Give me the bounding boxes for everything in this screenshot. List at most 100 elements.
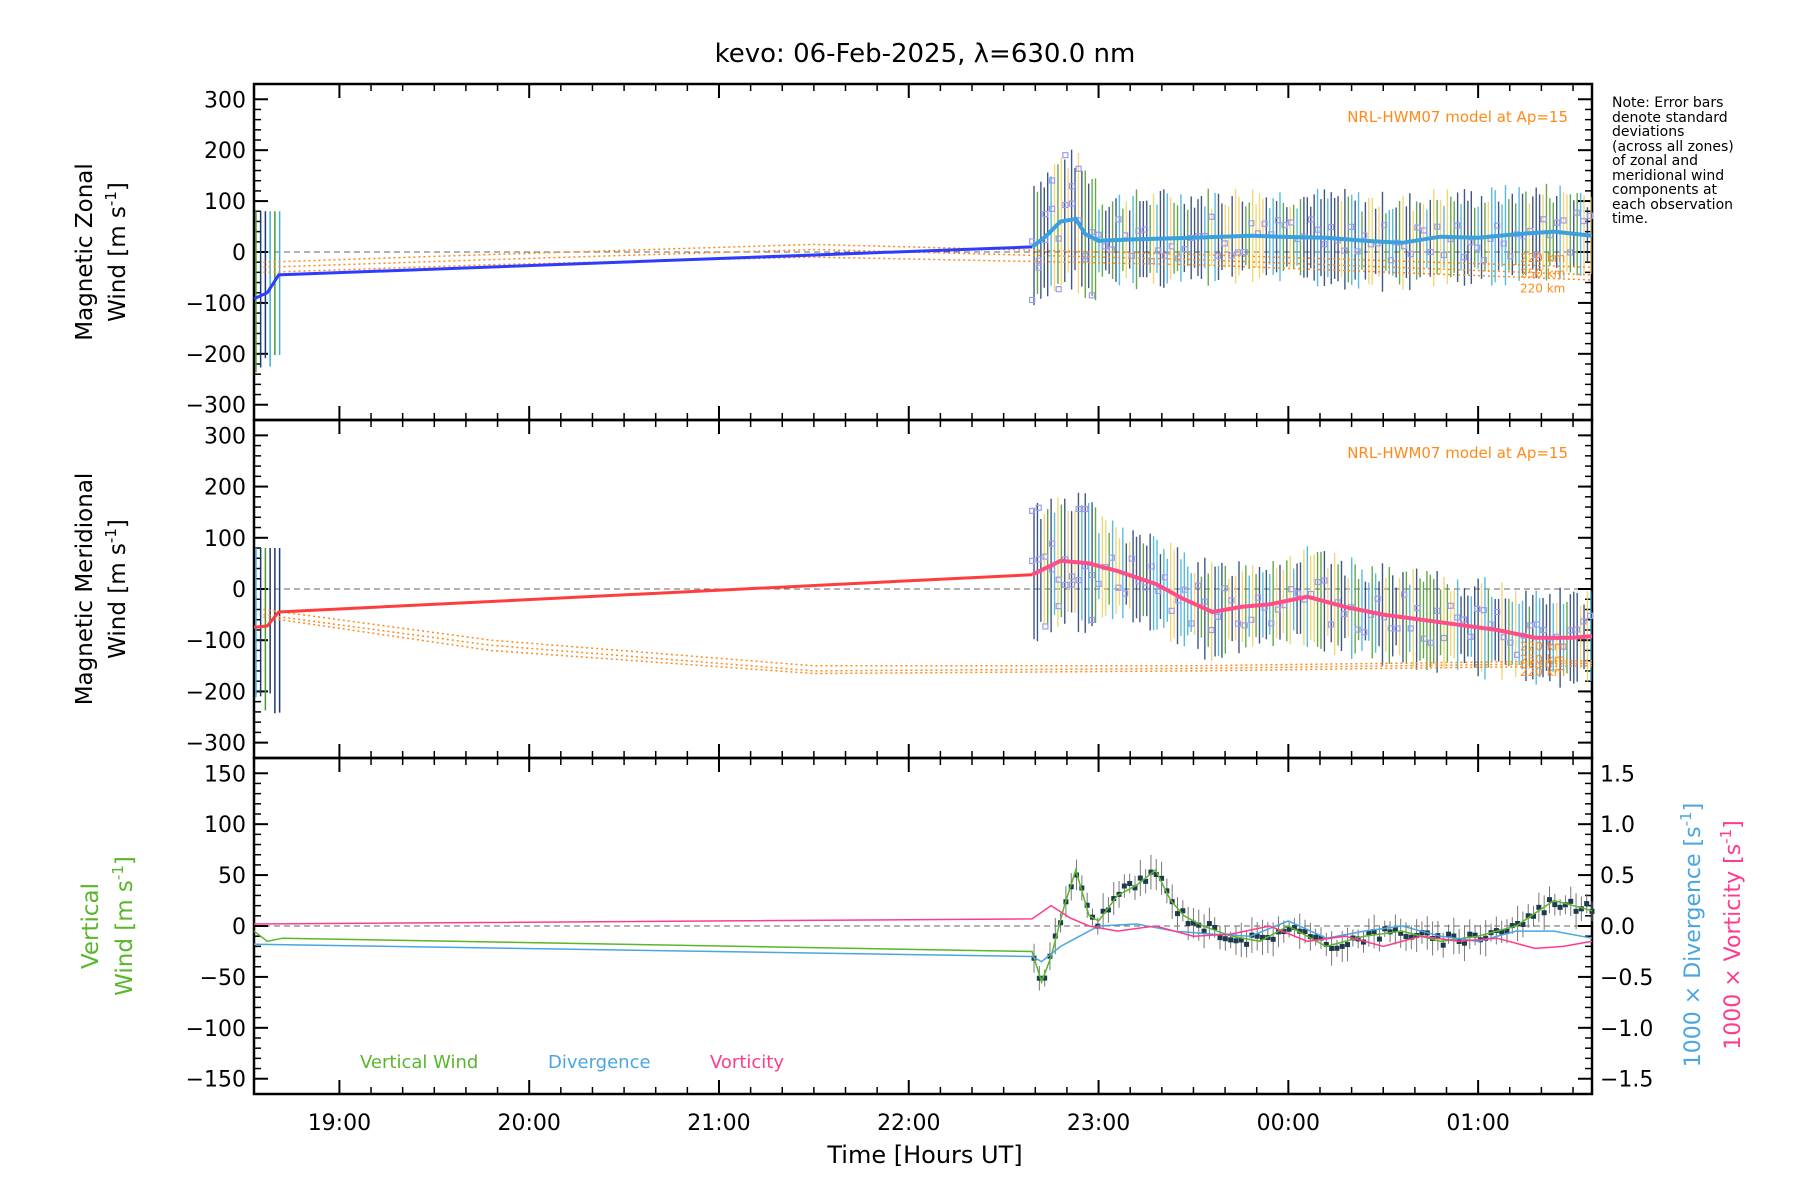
zone-scatter-point	[1288, 219, 1295, 226]
vertical-wind-point	[1164, 888, 1170, 894]
zone-scatter-point	[1560, 217, 1567, 224]
x-tick-label: 20:00	[497, 1111, 560, 1136]
zone-scatter-point	[1341, 610, 1348, 618]
vertical-wind-point	[1217, 935, 1223, 941]
zone-scatter-point	[1228, 597, 1235, 604]
model-curve	[263, 248, 1593, 276]
y-axis-label-line1: Magnetic Zonal	[72, 163, 98, 341]
zone-scatter-point	[1494, 608, 1501, 616]
altitude-label: 220 km	[1520, 251, 1565, 265]
zone-scatter-point	[1161, 574, 1169, 581]
y-tick-label: 200	[204, 476, 246, 501]
zone-scatter-point	[1201, 598, 1208, 605]
vertical-wind-point	[1254, 933, 1260, 939]
y-tick-label: 150	[204, 762, 246, 787]
model-label: NRL-HWM07 model at Ap=15	[1347, 444, 1568, 462]
zone-scatter-point	[1553, 219, 1560, 226]
altitude-label: 220 km	[1520, 639, 1565, 653]
zone-scatter-point	[1088, 571, 1096, 579]
zone-scatter-point	[1321, 241, 1328, 248]
divergence-axis-label: 1000 × Divergence [s-1]	[1677, 803, 1706, 1067]
zone-scatter-point	[1141, 226, 1149, 233]
vertical-wind-point	[1536, 904, 1542, 910]
vertical-wind-point	[1552, 902, 1558, 908]
zone-scatter-point	[1128, 555, 1135, 562]
vertical-wind-point	[1339, 943, 1345, 949]
vertical-wind-point	[1084, 902, 1090, 908]
zone-scatter-point	[1573, 626, 1580, 633]
zone-scatter-point	[1035, 264, 1042, 271]
vertical-wind-point	[1318, 935, 1324, 941]
zone-scatter-point	[1108, 246, 1115, 253]
zone-scatter-point	[1261, 220, 1268, 227]
vertical-wind-point	[1467, 931, 1473, 937]
chart-title: kevo: 06-Feb-2025, λ=630.0 nm	[715, 39, 1136, 69]
y-tick-label: −300	[186, 732, 246, 757]
vertical-wind-point	[1121, 883, 1127, 889]
vertical-wind-point	[1111, 896, 1117, 902]
zone-scatter-point	[1580, 218, 1587, 225]
vertical-wind-point	[1270, 936, 1276, 942]
y-tick-label: −300	[186, 394, 246, 419]
x-tick-label: 19:00	[308, 1111, 371, 1136]
y-tick-label: −200	[186, 343, 246, 368]
zone-scatter-point	[1447, 602, 1454, 609]
zone-scatter-point	[1494, 222, 1501, 229]
zone-scatter-point	[1168, 607, 1175, 614]
zone-scatter-point	[1347, 223, 1355, 230]
zone-scatter-point	[1434, 607, 1441, 614]
zone-scatter-point	[1427, 248, 1434, 256]
zone-scatter-point	[1314, 578, 1321, 586]
y-tick-label: −100	[186, 629, 246, 654]
y-tick-label: 100	[204, 813, 246, 838]
zone-scatter-point	[1068, 183, 1076, 190]
vertical-wind-point	[1260, 934, 1266, 940]
zone-scatter-point	[1148, 258, 1155, 265]
zone-scatter-point	[1540, 216, 1547, 223]
zone-scatter-point	[1208, 213, 1215, 220]
vertical-wind-point	[1313, 934, 1319, 940]
zone-scatter-point	[1035, 556, 1042, 563]
zone-scatter-point	[1420, 635, 1428, 642]
x-tick-label: 23:00	[1067, 1111, 1130, 1136]
zone-scatter-point	[1500, 634, 1507, 641]
vertical-wind-point	[1228, 937, 1234, 943]
zone-scatter-point	[1487, 621, 1494, 628]
zone-scatter-point	[1308, 216, 1315, 223]
zone-scatter-point	[1401, 591, 1408, 598]
zone-scatter-point	[1048, 205, 1056, 213]
vertical-wind-point	[1499, 929, 1505, 935]
zone-scatter-point	[1434, 223, 1441, 230]
vertical-wind-line	[253, 867, 1593, 985]
vertical-wind-point	[1159, 875, 1165, 881]
y-tick-label: −150	[186, 1068, 246, 1093]
vertical-wind-point	[1042, 975, 1048, 981]
y-tick-label: 300	[204, 424, 246, 449]
legend-entry: Vorticity	[710, 1052, 784, 1073]
zone-scatter-point	[1587, 212, 1594, 219]
vertical-wind-point	[1323, 941, 1329, 947]
vertical-wind-point	[1175, 911, 1181, 917]
zone-scatter-point	[1208, 626, 1215, 634]
y2-tick-label: 1.0	[1600, 813, 1635, 838]
zone-scatter-point	[1533, 621, 1541, 628]
vertical-wind-point	[1036, 975, 1042, 981]
zone-scatter-point	[1274, 217, 1282, 224]
vertical-wind-point	[1127, 880, 1133, 886]
legend-entry: Vertical Wind	[360, 1052, 478, 1073]
zone-scatter-point	[1268, 620, 1275, 627]
model-curve	[263, 613, 1593, 672]
y-tick-label: 300	[204, 88, 246, 113]
vertical-wind-point	[1509, 923, 1515, 929]
zone-scatter-point	[1414, 224, 1421, 231]
zone-scatter-point	[1168, 243, 1175, 250]
vertical-wind-point	[1398, 930, 1404, 936]
x-axis-label: Time [Hours UT]	[826, 1141, 1022, 1169]
vertical-wind-point	[1329, 945, 1335, 951]
zone-scatter-point	[1454, 614, 1461, 621]
model-curve	[263, 616, 1593, 675]
vertical-wind-point	[1520, 921, 1526, 927]
zone-scatter-point	[1029, 507, 1036, 514]
zonal-wind-line	[253, 245, 1033, 301]
